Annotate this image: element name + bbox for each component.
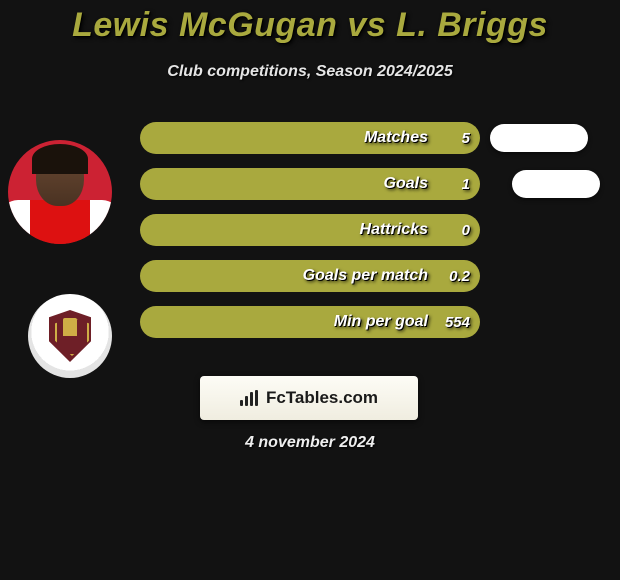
stat-label: Goals [140,168,438,200]
card-date: 4 november 2024 [0,434,620,452]
stat-value-left: 5 [462,122,470,154]
brand-badge: FcTables.com [200,376,418,420]
stat-row: Goals 1 [140,168,600,214]
stat-bar-right [512,170,600,198]
stat-value-left: 554 [445,306,470,338]
page-subtitle: Club competitions, Season 2024/2025 [0,63,620,81]
stat-bar-left: Hattricks 0 [140,214,480,246]
brand-text: FcTables.com [266,388,378,408]
page-title: Lewis McGugan vs L. Briggs [0,0,620,45]
stat-value-left: 1 [462,168,470,200]
stat-label: Min per goal [140,306,438,338]
stat-row: Min per goal 554 [140,306,600,352]
barchart-icon [240,390,260,406]
stat-bar-left: Goals 1 [140,168,480,200]
stat-bar-right [490,124,588,152]
club-crest [28,294,112,378]
stat-bar-left: Min per goal 554 [140,306,480,338]
stat-value-left: 0 [462,214,470,246]
stat-row: Hattricks 0 [140,214,600,260]
player-avatar [8,140,112,244]
stat-label: Hattricks [140,214,438,246]
stat-label: Goals per match [140,260,438,292]
stat-row: Goals per match 0.2 [140,260,600,306]
stat-row: Matches 5 [140,122,600,168]
stats-panel: Matches 5 Goals 1 Hattricks 0 Goals per match 0… [140,122,600,352]
stat-label: Matches [140,122,438,154]
comparison-card: Lewis McGugan vs L. Briggs Club competit… [0,0,620,580]
stat-value-left: 0.2 [449,260,470,292]
stat-bar-left: Goals per match 0.2 [140,260,480,292]
stat-bar-left: Matches 5 [140,122,480,154]
